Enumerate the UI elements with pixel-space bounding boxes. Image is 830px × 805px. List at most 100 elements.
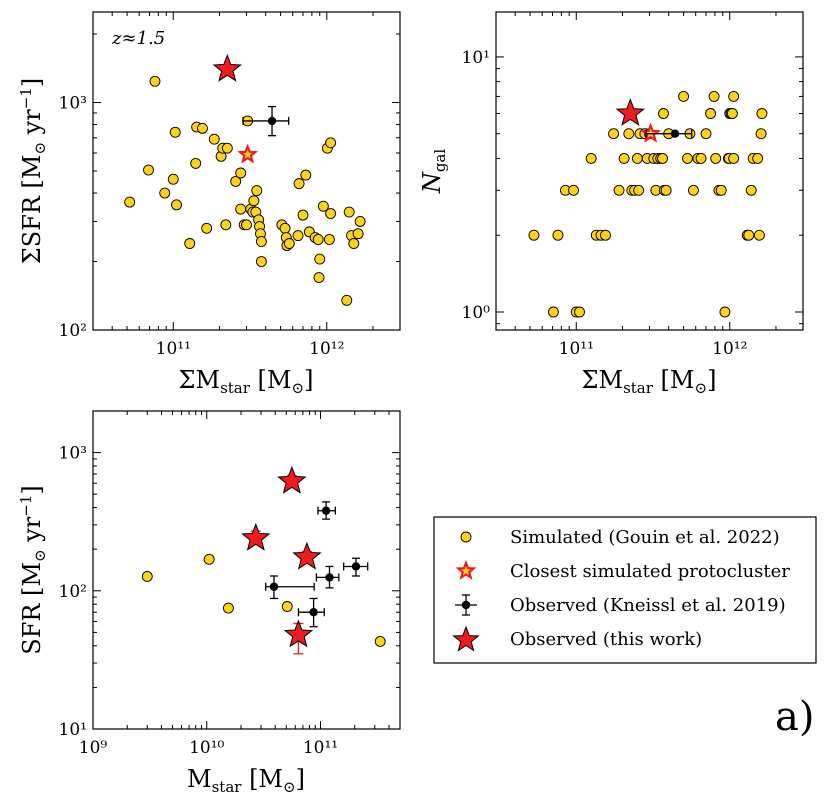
simulated-point [608,128,620,140]
y-tick-label: 10⁰ [462,303,491,323]
simulated-point [279,222,291,234]
simulated-point [613,184,625,196]
panel-frame [92,11,401,331]
simulated-point [171,199,182,211]
kneissl-point [315,565,340,589]
this-work-star [615,98,645,126]
axis-ticks: 10⁹ 10¹⁰ 10¹¹ 10¹ 10² 10³ [59,410,401,758]
panel-frame [495,11,804,331]
simulated-point [281,601,293,612]
this-work-star-icon [452,625,480,652]
x-axis-label: Mstar [M⊙] [187,765,305,796]
simulated-point [143,164,154,176]
legend-simulated-marker [460,531,472,543]
x-tick-label: 10¹² [712,339,747,359]
simulated-point [623,128,635,140]
simulated-point [585,152,597,164]
data-marks [141,465,386,655]
simulated-point [167,173,179,185]
simulated-point [658,108,669,119]
x-tick-label: 10¹⁰ [189,738,224,758]
simulated-point [728,90,740,102]
simulated-point [325,137,337,149]
simulated-point [743,229,755,241]
simulated-point [201,222,213,234]
simulated-point [618,152,630,164]
data-marks [528,90,768,318]
simulated-point [352,228,364,240]
legend-kneissl-marker [455,594,477,616]
this-work-star [277,465,307,494]
simulated-point [695,152,707,164]
simulated-point [255,256,267,267]
kneissl-point [343,557,369,577]
y-axis-label: SFR [M⊙ yr−1] [17,485,49,654]
closest-simulated-star [237,143,259,164]
simulated-point [657,152,669,164]
data-marks [124,53,366,306]
x-axis-label: ΣMstar [M⊙] [582,366,717,397]
simulated-point [687,184,699,196]
simulated-point [297,209,309,221]
y-tick-label: 10² [59,321,87,341]
simulated-point [293,178,305,190]
simulated-point [149,75,161,87]
kneissl-marker [670,129,680,138]
kneissl-point [297,597,325,628]
y-tick-label: 10¹ [59,720,87,740]
this-work-star [292,541,322,570]
kneissl-marker [269,582,279,591]
x-tick-label: 10¹¹ [559,339,594,359]
simulated-point [251,185,263,197]
simulated-point [552,229,564,241]
simulated-point [169,126,181,138]
simulated-point [159,187,171,199]
x-tick-label: 10¹¹ [156,339,191,359]
legend-thiswork-marker [452,625,480,652]
simulated-point [313,272,325,284]
simulated-point [235,203,247,215]
simulated-point [141,571,153,582]
simulated-point [300,169,312,181]
simulated-point [660,184,672,196]
x-tick-label: 10¹¹ [303,738,338,758]
simulated-point [222,602,234,614]
simulated-point [255,236,267,247]
legend-closest-marker [455,560,477,580]
simulated-point [700,128,712,140]
kneissl-point [317,501,336,520]
panel-sfr-vs-galaxy-mass: 10⁹ 10¹⁰ 10¹¹ 10¹ 10² 10³ Mstar [M⊙] SFR [M⊙ … [17,410,401,796]
simulated-point [208,133,220,145]
simulated-point [241,219,252,231]
x-axis-label: ΣMstar [M⊙] [179,366,314,397]
simulated-point [314,253,326,265]
simulated-point [631,152,643,164]
simulated-point [681,152,693,164]
legend-thiswork-label: Observed (this work) [510,629,702,650]
this-work-marker [212,53,242,82]
kneissl-marker [309,608,318,617]
kneissl-marker [351,562,361,571]
this-work-marker [615,98,645,126]
simulated-point [184,238,196,249]
simulated-point [348,238,360,249]
simulated-point [753,229,765,241]
this-work-marker [292,541,322,570]
legend-closest-label: Closest simulated protocluster [510,561,790,582]
simulated-point [197,122,208,134]
simulated-point [283,238,295,249]
simulated-point [341,294,353,306]
simulated-point [678,90,690,102]
kneissl-marker [267,116,277,126]
simulated-point [235,167,247,179]
axis-ticks: 10¹¹ 10¹² 10⁰ 10¹ [462,12,804,359]
simulated-point [568,184,579,196]
simulated-point [719,306,731,318]
closest-simulated-star [640,122,662,143]
panel-sfr-vs-cluster-mass: z≈1.5 10¹¹ 10¹² 10² 10³ ΣMstar [M⊙] ΣSFR [M… [17,11,401,397]
simulated-point [755,128,767,140]
simulated-point [230,175,242,187]
simulated-point [756,108,768,119]
simulated-point [190,157,202,169]
